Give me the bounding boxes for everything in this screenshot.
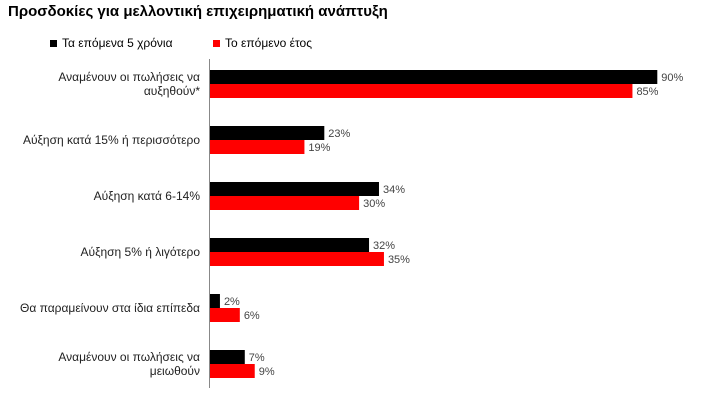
category-label-increase-15-plus: Αύξηση κατά 15% ή περισσότερο — [22, 133, 200, 147]
category-label-expect-decrease: Αναμένουν οι πωλήσεις να μειωθούν — [58, 350, 200, 378]
bar-next-year-expect-decrease — [210, 364, 255, 378]
bar-5-years-expect-decrease — [210, 350, 245, 364]
data-label-next-year-expect-increase: 85% — [636, 86, 658, 98]
category-label-stay-same: Θα παραμείνουν στα ίδια επίπεδα — [20, 301, 200, 315]
legend-item-next-year: Το επόμενο έτος — [213, 36, 312, 50]
bar-next-year-increase-15-plus — [210, 140, 305, 154]
category-label-expect-increase: Αναμένουν οι πωλήσεις να αυξηθούν* — [58, 70, 200, 98]
category-label-increase-5-or-less: Αύξηση 5% ή λιγότερο — [80, 245, 200, 259]
bar-next-year-increase-6-14 — [210, 196, 360, 210]
bar-5-years-increase-15-plus — [210, 126, 325, 140]
legend-swatch-5-years — [50, 39, 57, 47]
data-label-5-years-increase-6-14: 34% — [383, 184, 405, 196]
bar-5-years-increase-5-or-less — [210, 238, 370, 252]
data-label-next-year-stay-same: 6% — [244, 310, 260, 322]
legend-swatch-next-year — [213, 39, 220, 47]
data-label-next-year-increase-15-plus: 19% — [308, 142, 330, 154]
legend-label-5-years: Τα επόμενα 5 χρόνια — [62, 36, 173, 50]
data-label-next-year-expect-decrease: 9% — [259, 366, 275, 378]
data-label-5-years-increase-5-or-less: 32% — [373, 240, 395, 252]
data-label-5-years-expect-increase: 90% — [661, 72, 683, 84]
category-label-increase-6-14: Αύξηση κατά 6-14% — [93, 189, 200, 203]
legend-label-next-year: Το επόμενο έτος — [225, 36, 312, 50]
data-label-5-years-increase-15-plus: 23% — [328, 128, 350, 140]
category-axis — [209, 59, 210, 388]
bar-next-year-expect-increase — [210, 84, 633, 98]
bar-5-years-increase-6-14 — [210, 182, 379, 196]
data-label-5-years-stay-same: 2% — [224, 296, 240, 308]
bar-5-years-expect-increase — [210, 70, 658, 84]
bar-next-year-increase-5-or-less — [210, 252, 384, 266]
data-label-5-years-expect-decrease: 7% — [249, 352, 265, 364]
bar-5-years-stay-same — [210, 294, 220, 308]
data-label-next-year-increase-6-14: 30% — [363, 198, 385, 210]
legend-item-5-years: Τα επόμενα 5 χρόνια — [50, 36, 173, 50]
data-label-next-year-increase-5-or-less: 35% — [388, 254, 410, 266]
chart-title: Προσδοκίες για μελλοντική επιχειρηματική… — [8, 3, 388, 20]
bar-next-year-stay-same — [210, 308, 240, 322]
